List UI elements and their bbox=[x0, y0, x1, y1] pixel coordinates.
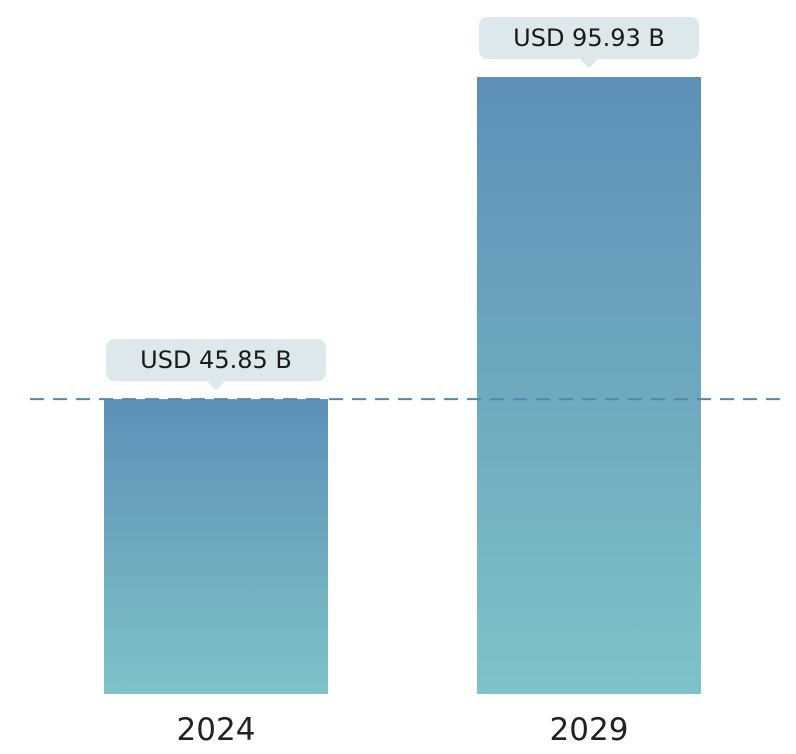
value-labels: USD 45.85 B USD 95.93 B bbox=[106, 17, 699, 391]
x-axis-ticks: 2024 2029 bbox=[177, 712, 629, 748]
bar-2029 bbox=[477, 77, 701, 694]
callout-box bbox=[106, 339, 326, 382]
x-tick-label-2024: 2024 bbox=[177, 712, 256, 748]
value-label-text: USD 95.93 B bbox=[513, 24, 665, 52]
bars bbox=[104, 77, 701, 694]
value-label-2024: USD 45.85 B bbox=[106, 339, 326, 391]
callout-pointer bbox=[207, 381, 225, 391]
value-label-text: USD 45.85 B bbox=[140, 346, 292, 374]
x-tick-label-2029: 2029 bbox=[550, 712, 629, 748]
callout-pointer bbox=[580, 59, 598, 68]
bar-2024 bbox=[104, 399, 328, 694]
callout-box bbox=[479, 17, 699, 59]
value-label-2029: USD 95.93 B bbox=[479, 17, 699, 68]
